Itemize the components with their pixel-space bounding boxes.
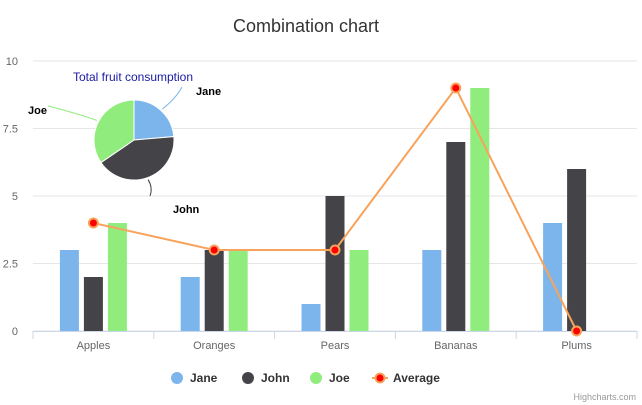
y-tick-label: 10 [6, 56, 18, 68]
chart-title: Combination chart [233, 16, 379, 36]
legend-label: Joe [329, 371, 350, 385]
average-line-series [87, 82, 583, 337]
x-tick-label: Apples [77, 340, 111, 352]
legend-item-jane[interactable]: Jane [171, 371, 218, 385]
average-marker-apples[interactable] [87, 217, 99, 229]
legend-item-average[interactable]: Average [372, 371, 440, 385]
y-tick-label: 7.5 [3, 124, 18, 136]
legend-item-john[interactable]: John [242, 371, 290, 385]
legend-label: Average [393, 371, 440, 385]
bar-jane-oranges[interactable] [180, 277, 200, 331]
pie-slice-john[interactable] [100, 136, 175, 181]
bar-joe-pears[interactable] [349, 250, 369, 331]
legend: Jane John Joe Average [171, 371, 440, 385]
legend-symbol [242, 372, 254, 384]
pie-slice-jane[interactable] [133, 99, 175, 141]
bar-jane-plums[interactable] [543, 223, 563, 331]
pie-connector [162, 86, 183, 110]
pie-title: Total fruit consumption [73, 70, 193, 84]
x-axis: Apples Oranges Pears Bananas Plums [32, 331, 638, 352]
legend-label: John [261, 371, 290, 385]
bar-joe-oranges[interactable] [228, 250, 248, 331]
legend-item-joe[interactable]: Joe [310, 371, 350, 385]
pie-label-jane: Jane [196, 86, 221, 98]
legend-symbol [171, 372, 183, 384]
pie-connector [147, 179, 152, 197]
bar-john-plums[interactable] [567, 169, 587, 331]
legend-symbol [310, 372, 322, 384]
bar-john-pears[interactable] [325, 196, 345, 331]
x-tick-label: Plums [561, 340, 592, 352]
average-marker-bananas[interactable] [450, 82, 462, 94]
x-tick-label: Pears [321, 340, 350, 352]
bar-series [59, 88, 587, 331]
bar-joe-apples[interactable] [107, 223, 127, 331]
x-tick-label: Bananas [434, 340, 478, 352]
y-axis: 0 2.5 5 7.5 10 [3, 56, 18, 338]
average-marker-oranges[interactable] [208, 244, 220, 256]
pie-label-joe: Joe [28, 105, 47, 117]
y-tick-label: 5 [12, 191, 18, 203]
pie-label-john: John [173, 204, 200, 216]
pie-connector [47, 105, 98, 121]
bar-john-apples[interactable] [83, 277, 103, 331]
bar-jane-bananas[interactable] [422, 250, 442, 331]
average-marker-plums[interactable] [571, 325, 583, 337]
pie-slice-joe[interactable] [93, 99, 135, 164]
bar-joe-bananas[interactable] [470, 88, 490, 331]
bar-john-bananas[interactable] [446, 142, 466, 331]
bar-john-oranges[interactable] [204, 250, 224, 331]
y-tick-label: 0 [12, 326, 18, 338]
y-tick-label: 2.5 [3, 259, 18, 271]
bar-jane-apples[interactable] [59, 250, 79, 331]
credits-link[interactable]: Highcharts.com [573, 392, 636, 402]
x-tick-label: Oranges [193, 340, 236, 352]
bar-jane-pears[interactable] [301, 304, 321, 331]
legend-symbol-marker [374, 372, 386, 384]
legend-label: Jane [190, 371, 218, 385]
average-marker-pears[interactable] [329, 244, 341, 256]
